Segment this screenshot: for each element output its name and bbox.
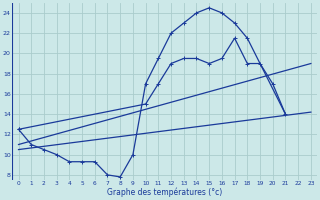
X-axis label: Graphe des températures (°c): Graphe des températures (°c) [107, 188, 222, 197]
